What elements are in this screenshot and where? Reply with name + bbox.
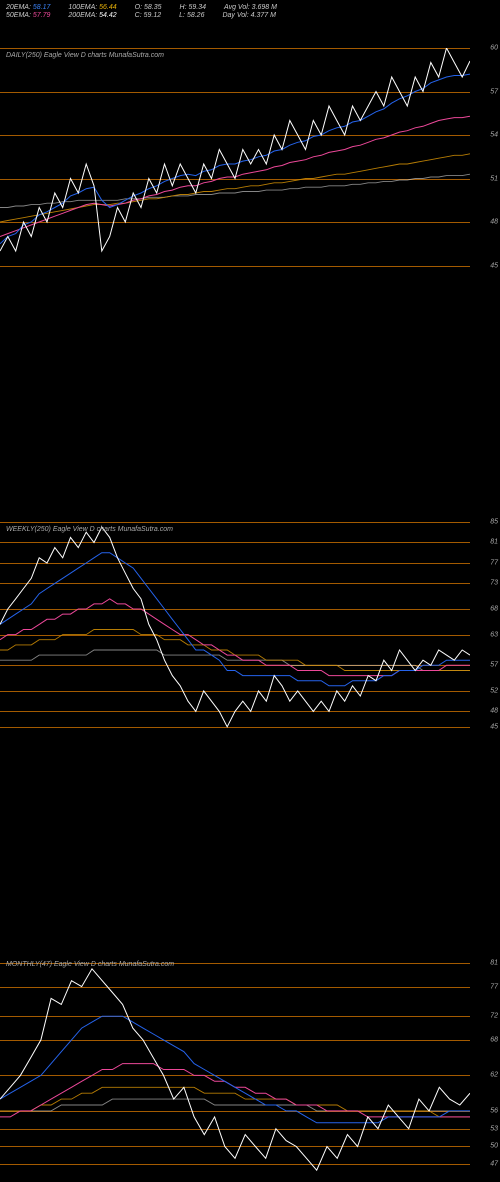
grid-label: 50 [490, 1143, 498, 1150]
grid-label: 72 [490, 1013, 498, 1020]
stat-o: O: 58.35 [135, 4, 162, 11]
grid-label: 52 [490, 687, 498, 694]
daily-panel: DAILY(250) Eagle View D charts MunafaSut… [0, 48, 500, 280]
grid-label: 63 [490, 631, 498, 638]
indicator-row-1: 20EMA: 58.17 100EMA: 56.44 O: 58.35 H: 59.3… [0, 0, 500, 12]
daily-plot [0, 48, 470, 280]
grid-label: 68 [490, 1036, 498, 1043]
grid-label: 77 [490, 559, 498, 566]
grid-label: 48 [490, 708, 498, 715]
grid-label: 48 [490, 219, 498, 226]
grid-label: 45 [490, 262, 498, 269]
grid-label: 57 [490, 662, 498, 669]
monthly-panel: MONTHLY(47) Eagle View D charts MunafaSu… [0, 957, 500, 1182]
stat-dayvol: Day Vol: 4.377 M [222, 12, 275, 19]
monthly-plot [0, 957, 470, 1182]
ema20-line [0, 1016, 470, 1123]
stat-50ema: 50EMA: 57.79 [6, 12, 50, 19]
grid-label: 60 [490, 45, 498, 52]
grid-label: 81 [490, 959, 498, 966]
grid-label: 81 [490, 539, 498, 546]
stat-20ema: 20EMA: 58.17 [6, 4, 50, 11]
indicator-row-2: 50EMA: 57.79 200EMA: 54.42 C: 59.12 L: 58.2… [0, 12, 500, 20]
weekly-plot [0, 522, 470, 737]
price-line [0, 48, 470, 251]
ema50-line [0, 599, 470, 676]
weekly-panel: WEEKLY(250) Eagle View D charts MunafaSu… [0, 522, 500, 737]
ema50-line [0, 1064, 470, 1117]
grid-label: 77 [490, 983, 498, 990]
ema200-line [0, 1099, 470, 1111]
ema100-line [0, 1087, 470, 1117]
grid-label: 62 [490, 1072, 498, 1079]
monthly-panel-title: MONTHLY(47) Eagle View D charts MunafaSu… [6, 961, 174, 968]
daily-panel-title: DAILY(250) Eagle View D charts MunafaSut… [6, 52, 164, 59]
stat-100ema: 100EMA: 56.44 [68, 4, 116, 11]
grid-label: 73 [490, 580, 498, 587]
grid-label: 68 [490, 606, 498, 613]
grid-label: 47 [490, 1161, 498, 1168]
ema200-line [0, 650, 470, 671]
grid-label: 57 [490, 88, 498, 95]
price-line [0, 527, 470, 727]
grid-label: 56 [490, 1107, 498, 1114]
grid-label: 54 [490, 132, 498, 139]
grid-label: 51 [490, 175, 498, 182]
ema20-line [0, 74, 470, 244]
grid-label: 53 [490, 1125, 498, 1132]
stat-200ema: 200EMA: 54.42 [68, 12, 116, 19]
ema50-line [0, 116, 470, 236]
grid-label: 85 [490, 519, 498, 526]
weekly-panel-title: WEEKLY(250) Eagle View D charts MunafaSu… [6, 526, 173, 533]
stat-c: C: 59.12 [135, 12, 161, 19]
ema20-line [0, 553, 470, 686]
stat-avgvol: Avg Vol: 3.698 M [224, 4, 277, 11]
stat-l: L: 58.26 [179, 12, 204, 19]
grid-label: 45 [490, 723, 498, 730]
price-line [0, 969, 470, 1170]
stat-h: H: 59.34 [180, 4, 206, 11]
